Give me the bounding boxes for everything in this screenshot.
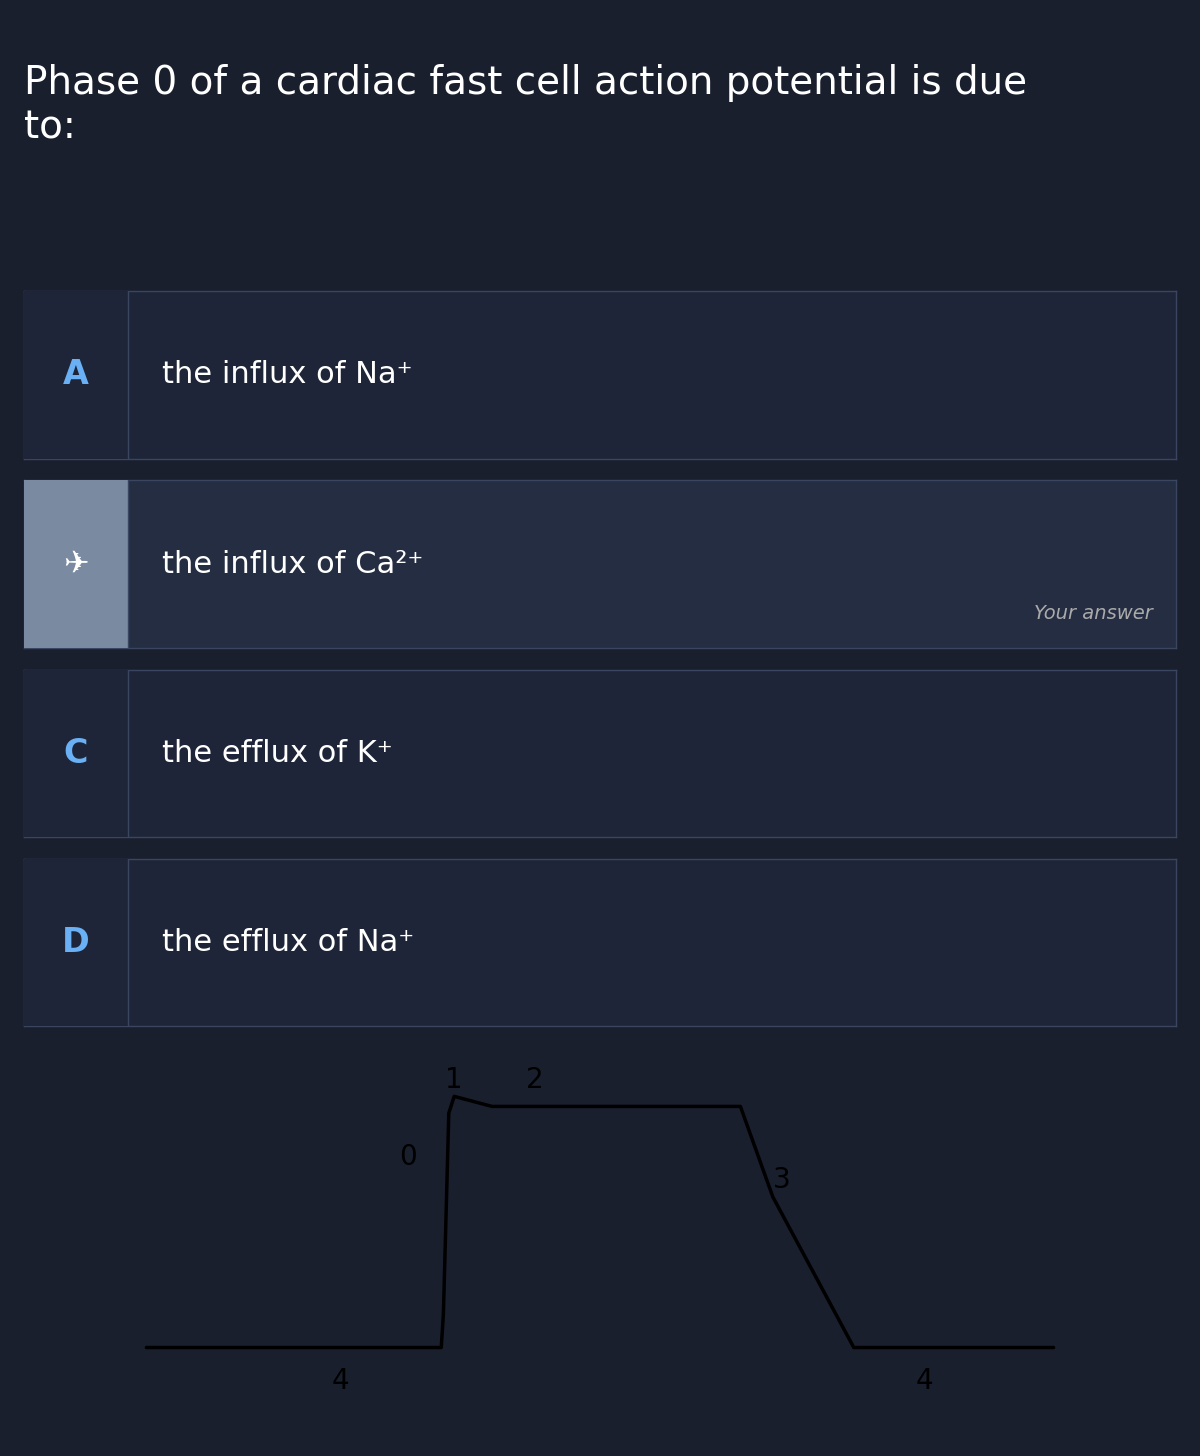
Text: Your answer: Your answer [1034,604,1153,623]
Bar [24,670,127,837]
Text: Phase 0 of a cardiac fast cell action potential is due
to:: Phase 0 of a cardiac fast cell action po… [24,64,1027,146]
Text: the efflux of K⁺: the efflux of K⁺ [162,740,392,767]
Text: D: D [62,926,90,960]
Text: the influx of Ca²⁺: the influx of Ca²⁺ [162,550,424,578]
Text: A: A [62,358,89,392]
Bar [24,859,127,1026]
Text: ✈: ✈ [64,550,89,578]
Text: the influx of Na⁺: the influx of Na⁺ [162,361,413,389]
Text: 4: 4 [916,1367,932,1395]
Text: the efflux of Na⁺: the efflux of Na⁺ [162,929,414,957]
Text: 4: 4 [332,1367,349,1395]
Text: 3: 3 [773,1166,791,1194]
Bar [24,291,127,459]
Text: C: C [64,737,88,770]
Text: 1: 1 [445,1066,463,1093]
Bar [24,480,127,648]
Text: 2: 2 [527,1066,544,1093]
Text: 0: 0 [398,1143,416,1171]
